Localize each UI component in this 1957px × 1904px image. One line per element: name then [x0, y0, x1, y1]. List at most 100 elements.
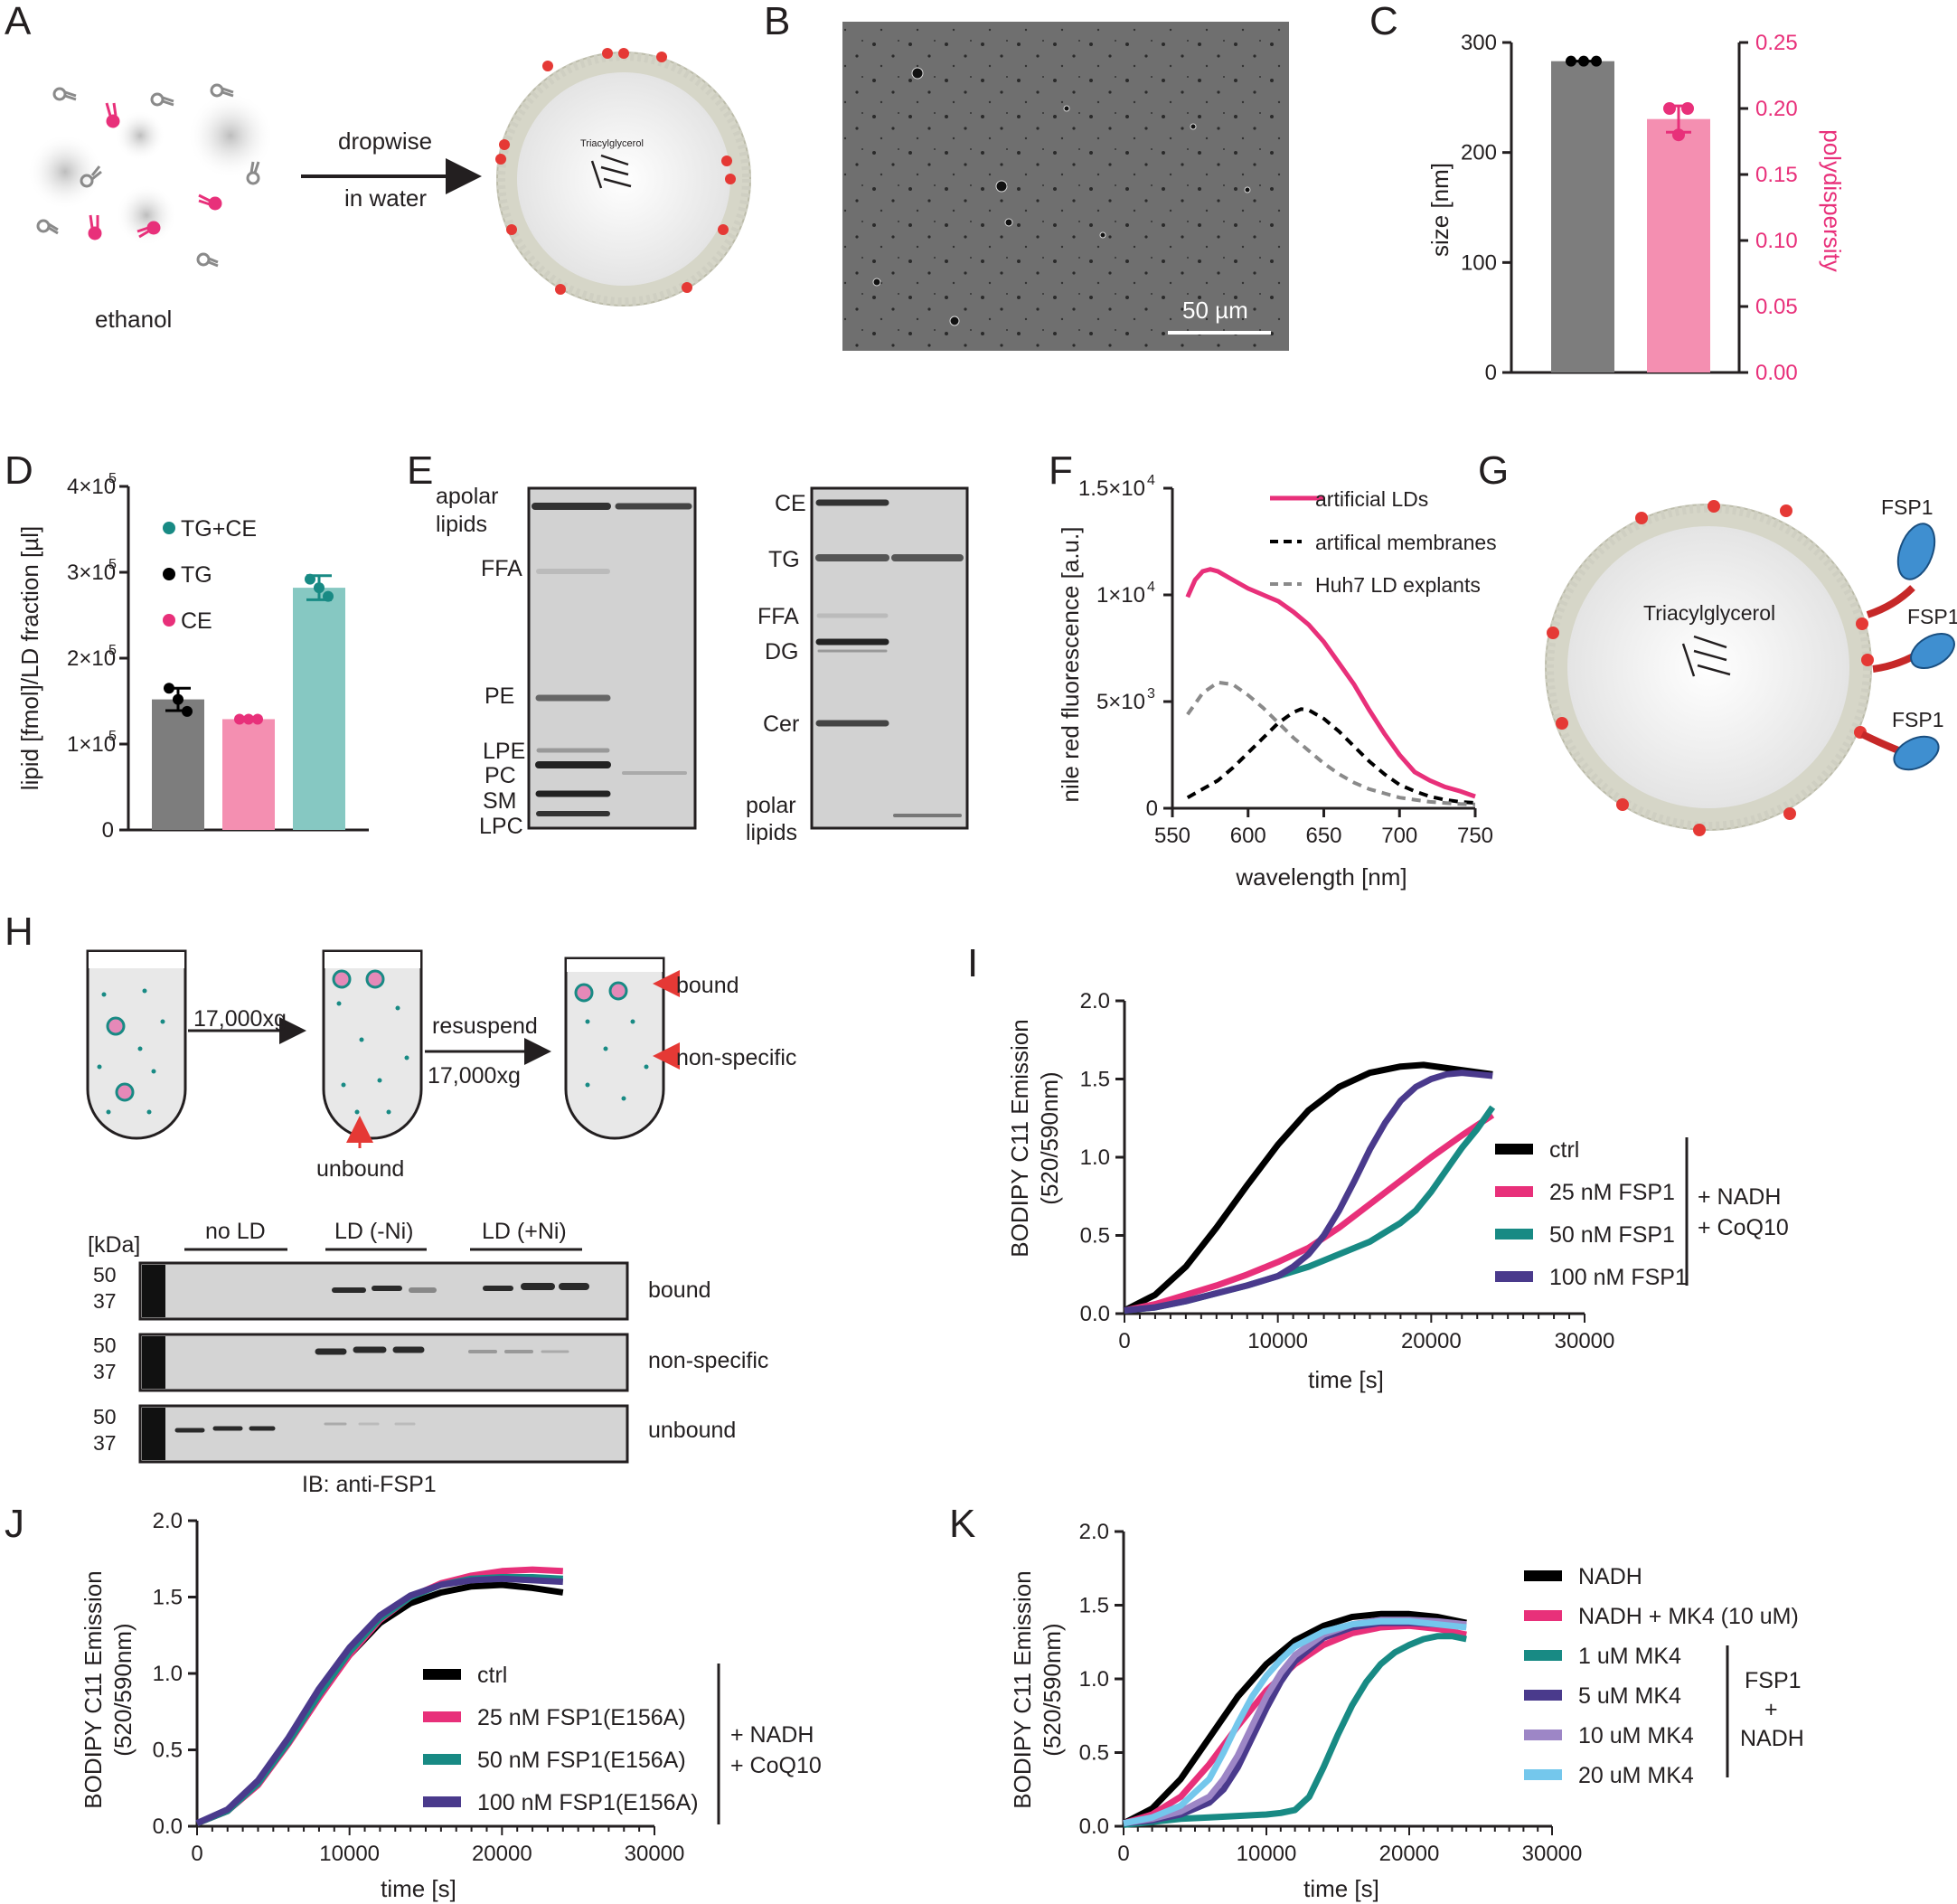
- tlc-left-label-pe: PE: [485, 683, 514, 709]
- panel-label-h: H: [5, 910, 33, 954]
- panel-j: 0 10000 20000 30000 0.0 0.5 1.0 1.5 2.0 time [s]…: [80, 1509, 822, 1902]
- d-bar-ce: [222, 719, 275, 830]
- ethanol-blur-2: [115, 110, 165, 161]
- h-group-ld-ni-minus: LD (-Ni): [334, 1219, 414, 1244]
- j-legend-label-2: 25 nM FSP1(E156A): [477, 1705, 686, 1730]
- g-tg-molecule: [1681, 635, 1731, 677]
- d-legend: TG+CE TG CE: [163, 516, 257, 634]
- ethanol-label: ethanol: [95, 306, 172, 333]
- i-ylabel: BODIPY C11 Emission: [1006, 1019, 1033, 1257]
- ethanol-blur-3: [187, 92, 274, 179]
- d-bar-tg-ce: [293, 588, 345, 830]
- k-ytick-label: 1.0: [1079, 1667, 1109, 1692]
- fsp1-label-3: FSP1: [1892, 708, 1944, 731]
- c-ytick-left-label: 100: [1461, 250, 1497, 275]
- d-ytick-label: 3×10: [67, 561, 116, 585]
- panel-e: apolar lipids FFA PE LPE PC SM LPC CE TG…: [436, 484, 969, 845]
- h-group-ld-ni-plus: LD (+Ni): [482, 1219, 567, 1244]
- c-ytick-right-label: 0.25: [1755, 31, 1798, 55]
- i-legend-label-4: 100 nM FSP1: [1549, 1265, 1688, 1290]
- f-ylabel: nile red fluorescence [a.u.]: [1057, 527, 1084, 803]
- blot-bound-m37: 37: [93, 1289, 117, 1313]
- d-ytick-label: 1×10: [67, 732, 116, 757]
- i-series-line-1: [1123, 1061, 1493, 1314]
- i-xtick-label: 30000: [1555, 1329, 1615, 1353]
- f-series-line-2: [1186, 707, 1476, 806]
- c-ylabel-left: size [nm]: [1426, 163, 1454, 257]
- d-legend-tgce: TG+CE: [181, 516, 257, 542]
- d-point: [234, 713, 245, 725]
- f-ytick-label: 5×10: [1096, 690, 1145, 714]
- artificial-ld-diagram: Triacylglycerol: [495, 48, 751, 306]
- tlc-left-label-pc: PC: [485, 763, 516, 788]
- j-series-line-4: [195, 1575, 563, 1826]
- j-legend-label-1: ctrl: [477, 1663, 507, 1688]
- j-ytick-label: 1.5: [153, 1586, 183, 1610]
- h-step1-label: 17,000xg: [193, 1006, 287, 1032]
- d-point: [323, 590, 334, 602]
- blot-nonspecific-label: non-specific: [648, 1348, 768, 1373]
- f-ytick-exp: 4: [1147, 580, 1155, 595]
- d-legend-dot-tg: [163, 568, 175, 580]
- f-legend: artificial LDs artifical membranes Huh7 …: [1270, 487, 1497, 597]
- k-xtick-label: 20000: [1379, 1842, 1440, 1866]
- d-ytick-exp: 5: [108, 729, 117, 744]
- tlc-right-label-cer: Cer: [763, 712, 799, 737]
- c-ytick-right-label: 0.00: [1755, 361, 1798, 385]
- panel-label-j: J: [5, 1502, 24, 1546]
- fsp1-linker-1: [1866, 585, 1915, 618]
- c-ytick-right-label: 0.15: [1755, 163, 1798, 187]
- k-legend-label-1: NADH: [1578, 1564, 1642, 1589]
- d-point: [252, 713, 263, 725]
- i-legend-label-2: 25 nM FSP1: [1549, 1180, 1675, 1205]
- f-ytick-label: 1×10: [1096, 583, 1145, 608]
- c-ytick-left-label: 200: [1461, 141, 1497, 165]
- k-series-line-1: [1122, 1610, 1467, 1826]
- f-series-line-3: [1186, 680, 1476, 806]
- h-ib-label: IB: anti-FSP1: [302, 1472, 437, 1497]
- panel-i: 0 10000 20000 30000 0.0 0.5 1.0 1.5 2.0 time [s]…: [1006, 989, 1789, 1393]
- micrograph-droplets: [872, 67, 1251, 326]
- j-ytick-label: 0.5: [153, 1739, 183, 1763]
- j-legend-label-4: 100 nM FSP1(E156A): [477, 1790, 699, 1815]
- j-ytick-label: 0.0: [153, 1814, 183, 1839]
- ld-tg-molecule: [590, 154, 632, 189]
- i-xtick-label: 10000: [1247, 1329, 1308, 1353]
- c-marks: 0 100 200 300 0.00 0.05 0.10 0.15 0.20 0.25: [1461, 31, 1798, 385]
- i-xlabel: time [s]: [1308, 1366, 1384, 1393]
- k-xtick-label: 10000: [1237, 1842, 1297, 1866]
- k-ytick-label: 1.5: [1079, 1594, 1109, 1618]
- i-bracket-text-2: + CoQ10: [1698, 1215, 1789, 1240]
- k-ylabel2: (520/590nm): [1039, 1623, 1066, 1756]
- k-legend-label-3: 1 uM MK4: [1578, 1644, 1681, 1669]
- tlc-right-label-polar: polar: [746, 793, 796, 818]
- d-ytick-label: 4×10: [67, 475, 116, 499]
- j-xtick-label: 30000: [625, 1842, 685, 1866]
- c-ytick-right-label: 0.10: [1755, 229, 1798, 253]
- f-xlabel: wavelength [nm]: [1235, 863, 1407, 891]
- i-bracket-text-1: + NADH: [1698, 1184, 1781, 1210]
- c-ylabel-right: polydispersity: [1819, 129, 1846, 272]
- ld-core: [517, 72, 730, 286]
- k-ytick-label: 2.0: [1079, 1520, 1109, 1544]
- scale-bar-label: 50 µm: [1182, 297, 1248, 324]
- f-xtick-label: 750: [1457, 824, 1493, 848]
- blot-unbound-label: unbound: [648, 1418, 736, 1443]
- j-marks: 0 10000 20000 30000 0.0 0.5 1.0 1.5 2.0: [153, 1509, 685, 1866]
- tlc-right-label-ce: CE: [775, 491, 806, 516]
- tlc-plate-left: [527, 486, 697, 830]
- f-series-line-1: [1185, 567, 1476, 799]
- c-bar-size: [1551, 61, 1614, 372]
- i-ylabel2: (520/590nm): [1036, 1071, 1063, 1204]
- fsp1-icon-1: [1896, 523, 1936, 580]
- f-ytick-label: 0: [1146, 796, 1158, 821]
- d-ytick-label: 2×10: [67, 646, 116, 671]
- tlc-left-label-lpe: LPE: [483, 739, 525, 764]
- tube-2: [322, 949, 423, 1140]
- h-group-no-ld: no LD: [205, 1219, 266, 1244]
- g-ld-monolayer-heads: [1545, 504, 1872, 831]
